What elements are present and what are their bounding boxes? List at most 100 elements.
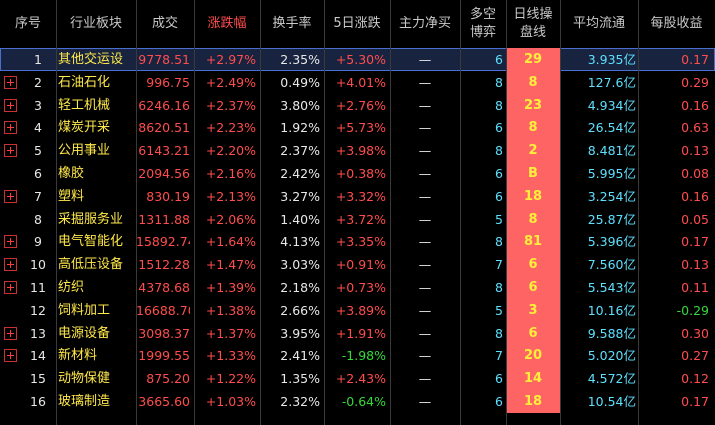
expand-plus-icon[interactable] [4,281,17,294]
table-row[interactable]: 11 纺织 4378.68 +1.39% 2.18% +0.73% — 8 6 5.543亿 0.1… [0,276,715,299]
change-cell: +2.06% [205,211,256,227]
header-netflow[interactable]: 主力净买 [398,16,451,31]
change-cell: +1.37% [205,325,256,341]
sector-name: 轻工机械 [58,97,111,113]
header-idx[interactable]: 序号 [14,16,41,31]
change5d-cell: +3.98% [335,143,386,159]
header-rating-line1: 日线操 [513,7,553,22]
header-volume[interactable]: 成交 [151,16,178,31]
table-row[interactable]: 9 电气智能化 15892.74 +1.64% 4.13% +3.35% — 8 81 5.396… [0,230,715,254]
table-row[interactable]: 13 电源设备 3098.37 +1.37% 3.95% +1.91% — 8 6 9.588亿 0… [0,321,715,345]
rating-cell: 29 [506,48,560,71]
volume-cell: 1999.55 [138,348,190,364]
avg-float-cell: 5.396亿 [587,234,636,250]
turnover-cell: 1.40% [280,211,320,227]
expand-plus-icon[interactable] [4,75,17,89]
expand-plus-icon[interactable] [4,98,17,112]
sector-name: 电源设备 [58,325,111,341]
header-rating[interactable]: 日线操 盘线 [506,0,560,48]
avg-float-cell: 25.87亿 [587,211,636,227]
turnover-cell: 0.49% [280,74,320,90]
eps-cell: 0.08 [681,166,709,181]
table-row[interactable]: 3 轻工机械 6246.16 +2.37% 3.80% +2.76% — 8 23 4.934亿 0… [0,93,715,117]
rating-cell: 14 [506,367,560,391]
column-divider [390,0,391,425]
table-row[interactable]: 14 新材料 1999.55 +1.33% 2.41% -1.98% — 7 20 5.020亿 0… [0,344,715,368]
row-index: 12 [30,302,46,318]
eps-cell: 0.11 [681,280,709,295]
expand-plus-icon[interactable] [4,258,17,272]
row-index: 9 [34,234,42,250]
header-eps[interactable]: 每股收益 [650,16,703,31]
volume-cell: 6246.16 [138,97,190,113]
table-row[interactable]: 2 石油石化 996.75 +2.49% 0.49% +4.01% — 8 8 127.6亿 0.2… [0,70,715,94]
avg-float-cell: 5.020亿 [587,348,636,364]
change-cell: +2.37% [205,97,256,113]
turnover-cell: 3.95% [280,325,320,341]
change5d-cell: +2.43% [335,371,386,387]
change5d-cell: +3.89% [335,302,386,318]
avg-float-cell: 4.934亿 [587,97,636,113]
change5d-cell: +1.91% [335,325,386,341]
netflow-cell: — [418,74,432,90]
duokong-cell: 7 [495,348,503,364]
column-divider [136,0,137,425]
header-turnover[interactable]: 换手率 [272,16,312,31]
expand-plus-icon[interactable] [4,121,17,135]
header-change5d[interactable]: 5日涨跌 [333,16,381,31]
duokong-cell: 6 [495,188,503,204]
duokong-cell: 6 [495,166,503,181]
change-cell: +1.38% [205,302,256,318]
table-row[interactable]: 10 高低压设备 1512.28 +1.47% 3.03% +0.91% — 7 6 7.560亿… [0,253,715,277]
expand-plus-icon[interactable] [4,235,17,249]
header-change[interactable]: 涨跌幅 [207,16,247,31]
table-row[interactable]: 1 其他交运设 9778.51 +2.97% 2.35% +5.30% — 6 29 3.935亿… [0,48,715,71]
avg-float-cell: 8.481亿 [587,143,636,159]
table-row[interactable]: 5 公用事业 6143.21 +2.20% 2.37% +3.98% — 8 2 8.481亿 0.… [0,139,715,163]
table-row[interactable]: 16 玻璃制造 3665.60 +1.03% 2.32% -0.64% — 6 18 10.54亿… [0,390,715,413]
header-sector[interactable]: 行业板块 [69,16,122,31]
volume-cell: 9778.51 [138,52,190,67]
sector-name: 玻璃制造 [58,394,111,409]
expand-plus-icon[interactable] [4,326,17,340]
table-row[interactable]: 8 采掘服务业 1311.88 +2.06% 1.40% +3.72% —5 8 25.87亿 0… [0,207,715,231]
expand-plus-icon[interactable] [4,349,17,363]
rating-cell: 8 [506,116,560,140]
rating-cell: 18 [506,390,560,413]
volume-cell: 875.20 [146,371,190,387]
change-cell: +2.23% [205,120,256,136]
sector-name: 煤炭开采 [58,120,111,136]
header-avg-float[interactable]: 平均流通 [572,16,625,31]
netflow-cell: — [418,188,432,204]
sector-name: 高低压设备 [58,257,124,273]
table-row[interactable]: 15 动物保健 875.20 +1.22% 1.35% +2.43% — 6 14 4.572亿 0… [0,367,715,391]
eps-cell: 0.13 [681,143,709,159]
netflow-cell: — [418,302,432,318]
eps-cell: 0.16 [681,97,709,113]
sector-name: 采掘服务业 [58,211,124,227]
eps-cell: -0.29 [676,302,709,318]
duokong-cell: 8 [495,74,503,90]
volume-cell: 996.75 [146,74,190,90]
table-row[interactable]: 6 橡胶 2094.56 +2.16% 2.42% +0.38% —6 B 5.995亿 0.08 [0,162,715,185]
turnover-cell: 2.18% [280,280,320,295]
avg-float-cell: 127.6亿 [587,74,636,90]
avg-float-cell: 7.560亿 [587,257,636,273]
expand-plus-icon[interactable] [4,189,17,203]
row-index: 5 [34,143,42,159]
netflow-cell: — [418,371,432,387]
netflow-cell: — [418,257,432,273]
table-row[interactable]: 7 塑料 830.19 +2.13% 3.27% +3.32% — 6 18 3.254亿 0.16 [0,184,715,208]
avg-float-cell: 10.16亿 [587,302,636,318]
eps-cell: 0.17 [681,394,709,409]
netflow-cell: — [418,394,432,409]
expand-plus-icon[interactable] [4,144,17,158]
header-duokong[interactable]: 多空 博弈 [460,0,506,48]
change5d-cell: +3.35% [335,234,386,250]
table-row[interactable]: 4 煤炭开采 8620.51 +2.23% 1.92% +5.73% — 6 8 26.54亿 0.… [0,116,715,140]
row-index: 6 [34,166,42,181]
table-row[interactable]: 12 饲料加工 16688.70 +1.38% 2.66% +3.89% — 5 3 10.16亿… [0,298,715,322]
change5d-cell: +0.91% [335,257,386,273]
column-divider [506,0,507,425]
